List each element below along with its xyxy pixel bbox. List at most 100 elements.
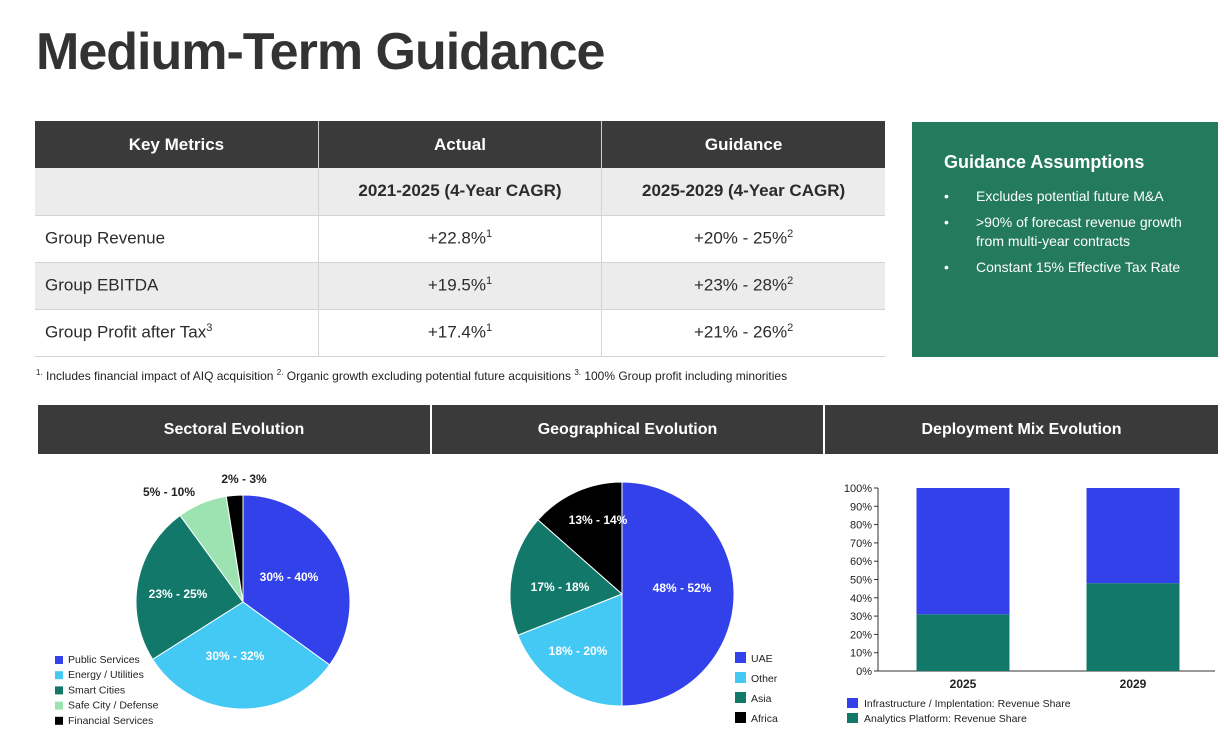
bar-2029-analytics-platform-revenue-share (1086, 583, 1180, 671)
slice-label: 30% - 32% (206, 649, 265, 663)
pie-slice-public-services (242, 494, 351, 666)
metric-guidance: +23% - 28%2 (601, 262, 885, 310)
slice-label: 17% - 18% (531, 580, 590, 594)
y-tick-label: 100% (844, 483, 872, 495)
header-actual: Actual (317, 121, 602, 168)
table-row: Group Profit after Tax3 +17.4%1 +21% - 2… (35, 309, 885, 357)
geographical-pie-chart: 48% - 52% 18% - 20% 17% - 18% 13% - 14% UAE O… (509, 481, 778, 725)
y-tick-label: 20% (850, 629, 872, 641)
table-row: Group EBITDA +19.5%1 +23% - 28%2 (35, 262, 885, 310)
list-item: • Constant 15% Effective Tax Rate (944, 259, 1181, 275)
deployment-stacked-bar-chart: 0% 10% 20% 30% 40% 50% 60% 70% 80% 90% 100% 2025 202… (844, 483, 1215, 725)
subheader-guidance-period: 2025-2029 (4-Year CAGR) (601, 168, 885, 216)
metric-name: Group EBITDA (35, 262, 319, 310)
legend-swatch (847, 698, 858, 708)
table-header-row: Key Metrics Actual Guidance (35, 121, 885, 168)
geographical-chart-title: Geographical Evolution (432, 405, 823, 454)
subheader-empty (35, 168, 319, 216)
footnote-text: Organic growth excluding potential futur… (283, 369, 575, 383)
footnote-text: 100% Group profit including minorities (580, 369, 788, 383)
metric-actual: +19.5%1 (317, 262, 602, 310)
page-title: Medium-Term Guidance (36, 23, 605, 81)
bullet-icon: • (944, 259, 949, 275)
slice-label: 23% - 25% (149, 587, 208, 601)
guidance-assumptions-box: Guidance Assumptions • Excludes potential… (912, 122, 1218, 357)
legend-label: UAE (751, 653, 773, 665)
footnote-mark: 3. (574, 368, 581, 377)
legend-swatch (735, 712, 746, 723)
legend-swatch (847, 713, 858, 723)
pie-slice-africa (537, 481, 623, 596)
y-tick-label: 90% (850, 501, 872, 513)
slice-label: 18% - 20% (549, 644, 608, 658)
table-row: Group Revenue +22.8%1 +20% - 25%2 (35, 215, 885, 263)
legend-label: Infrastructure / Implentation: Revenue S… (864, 698, 1071, 710)
sectoral-chart-title: Sectoral Evolution (38, 405, 430, 454)
pie-slice-uae (621, 481, 735, 707)
legend-swatch (735, 692, 746, 703)
legend-label: Other (751, 673, 778, 685)
list-item: • Excludes potential future M&A (944, 188, 1164, 204)
pie-slice-energy-utilities (151, 601, 331, 710)
footnote-mark: 2. (276, 368, 284, 377)
bullet-icon: • (944, 188, 949, 204)
key-metrics-table: Key Metrics Actual Guidance 2021-2025 (4… (35, 121, 885, 357)
table-subheader-row: 2021-2025 (4-Year CAGR) 2025-2029 (4-Yea… (35, 168, 885, 216)
legend-swatch (55, 716, 63, 725)
slice-label: 30% - 40% (260, 570, 319, 584)
y-tick-label: 80% (850, 520, 872, 532)
x-tick-label: 2029 (1120, 677, 1147, 691)
pie-slice-asia (509, 519, 623, 636)
slice-label: 13% - 14% (569, 513, 628, 527)
y-tick-label: 70% (850, 538, 872, 550)
pie-slice-smart-cities (135, 514, 244, 661)
metric-actual: +22.8%1 (317, 215, 602, 263)
slice-label: 2% - 3% (221, 472, 267, 486)
legend-swatch (735, 652, 746, 663)
y-tick-label: 40% (850, 593, 872, 605)
y-tick-label: 30% (850, 611, 872, 623)
metric-actual: +17.4%1 (317, 309, 602, 357)
metric-guidance: +21% - 26%2 (601, 309, 885, 357)
bar-2025-analytics-platform-revenue-share (916, 614, 1010, 671)
y-tick-label: 0% (856, 666, 872, 678)
legend-label: Financial Services (68, 715, 153, 727)
y-tick-label: 50% (850, 575, 872, 587)
legend-label: Energy / Utilities (68, 669, 144, 681)
slice-label: 48% - 52% (653, 581, 712, 595)
header-guidance: Guidance (601, 121, 885, 168)
sectoral-pie-chart: 30% - 40% 30% - 32% 23% - 25% 5% - 10% 2% - … (55, 472, 351, 727)
y-tick-label: 10% (850, 648, 872, 660)
metric-name: Group Revenue (35, 215, 319, 263)
legend-swatch (735, 672, 746, 683)
legend-label: Asia (751, 693, 772, 705)
list-item: • >90% of forecast revenue growth from mu… (944, 214, 1182, 249)
legend-label: Public Services (68, 654, 140, 666)
pie-slice-financial-services (225, 494, 244, 603)
bullet-icon: • (944, 214, 949, 230)
metric-name: Group Profit after Tax3 (35, 309, 319, 357)
bar-2029-infrastructure-implentation-revenue-share (1086, 488, 1180, 584)
deployment-chart-title: Deployment Mix Evolution (825, 405, 1218, 454)
pie-slice-other (517, 593, 623, 707)
header-key-metrics: Key Metrics (35, 121, 319, 168)
footnote-text: Includes financial impact of AIQ acquisi… (42, 369, 277, 383)
subheader-actual-period: 2021-2025 (4-Year CAGR) (317, 168, 602, 216)
x-tick-label: 2025 (950, 677, 977, 691)
legend-label: Smart Cities (68, 684, 125, 696)
y-tick-label: 60% (850, 556, 872, 568)
legend-swatch (55, 656, 63, 664)
legend-label: Africa (751, 713, 778, 725)
legend-label: Analytics Platform: Revenue Share (864, 713, 1027, 725)
legend-swatch (55, 671, 63, 680)
footnotes: 1. Includes financial impact of AIQ acqu… (36, 368, 787, 383)
slice-label: 5% - 10% (143, 485, 195, 499)
assumptions-title: Guidance Assumptions (944, 152, 1145, 172)
footnote-mark: 1. (36, 368, 43, 377)
legend-swatch (55, 701, 63, 710)
assumptions-list: • Excludes potential future M&A • >90% of … (944, 187, 1198, 277)
legend-swatch (55, 686, 63, 695)
bar-2025-infrastructure-implentation-revenue-share (916, 488, 1010, 615)
metric-guidance: +20% - 25%2 (601, 215, 885, 263)
legend-label: Safe City / Defense (68, 700, 159, 712)
